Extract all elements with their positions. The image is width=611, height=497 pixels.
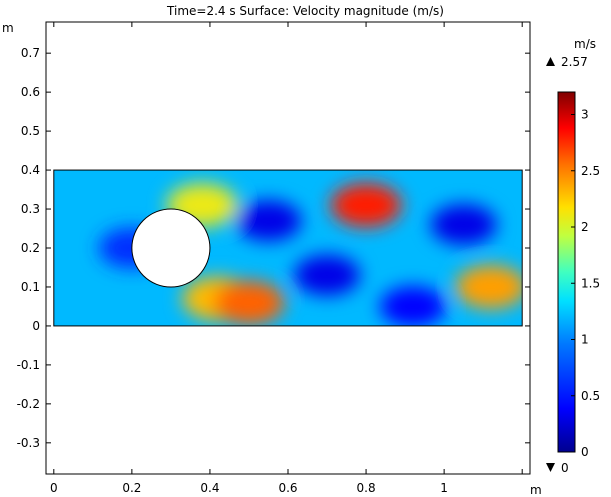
field-feature [430,204,497,245]
colorbar-tick-label: 2 [581,220,589,234]
colorbar: 3 2.5 2 1.5 1 0.5 0 m/s 2.57 0 [546,37,600,475]
y-tick-label: 0.5 [21,124,40,138]
field-feature [213,280,285,325]
x-tick-label: 0.2 [122,481,141,495]
colorbar-tick-label: 3 [581,108,589,122]
y-tick-label: 0.6 [21,85,40,99]
domain-overlay [53,169,523,327]
y-tick-label: 0.2 [21,241,40,255]
velocity-field [53,170,523,326]
x-tick-label: 1 [440,481,448,495]
x-tick-label: 0 [50,481,58,495]
colorbar-tick-label: 0.5 [581,389,600,403]
x-tick-label: 0.8 [357,481,376,495]
x-axis-unit-label: m [530,483,542,497]
y-tick-label: 0.3 [21,202,40,216]
colorbar-tick-label: 2.5 [581,164,600,178]
colorbar-tick-label: 1.5 [581,276,600,290]
y-tick-label: -0.2 [17,397,40,411]
colorbar-gradient [557,91,576,453]
x-tick-label: 0.6 [278,481,297,495]
colorbar-unit-label: m/s [574,37,596,51]
field-feature [455,265,523,309]
max-value-label: 2.57 [561,55,588,69]
field-feature [330,183,402,227]
plot-axes: 0.7 0.6 0.5 0.4 0.3 0.2 0.1 0 -0.1 -0.2 -0.3 0 0.2 0.… [2,21,542,497]
field-feature [379,286,446,326]
colorbar-tick-label: 1 [581,333,589,347]
y-axis-unit-label: m [2,21,14,35]
min-value-label: 0 [561,461,569,475]
y-tick-label: 0 [32,319,40,333]
y-tick-label: -0.1 [17,358,40,372]
min-marker-icon [546,463,555,472]
y-tick-label: 0.4 [21,163,40,177]
domain-border [53,169,523,327]
y-tick-label: -0.3 [17,436,40,450]
colorbar-tick-label: 0 [581,445,589,459]
cylinder-obstacle [131,208,211,288]
x-tick-label: 0.4 [200,481,219,495]
field-feature [294,254,361,296]
max-marker-icon [546,57,555,66]
y-tick-label: 0.1 [21,280,40,294]
field-feature [235,200,302,242]
y-tick-label: 0.7 [21,46,40,60]
plot-title: Time=2.4 s Surface: Velocity magnitude (… [167,4,444,18]
